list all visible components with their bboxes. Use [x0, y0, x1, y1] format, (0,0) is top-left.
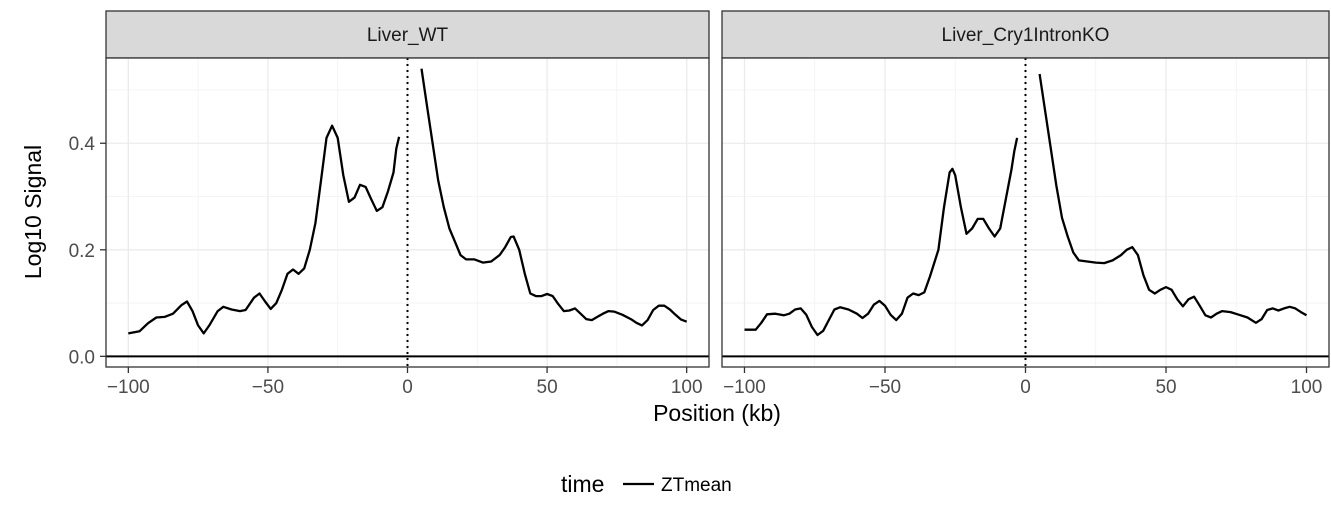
panel-title-liver-wt: Liver_WT — [367, 25, 449, 46]
panel-strip-liver-cry1intronko — [721, 10, 1330, 59]
legend: time ZTmean — [561, 471, 732, 497]
panel-liver-cry1intronko: Liver_Cry1IntronKO −100 −50 0 50 100 — [721, 10, 1330, 398]
series-line-ztmean-segment-2 — [420, 68, 688, 327]
x-tick-label: −100 — [723, 377, 766, 398]
panel-title-liver-cry1intronko: Liver_Cry1IntronKO — [942, 25, 1110, 46]
x-tick-label: −100 — [107, 377, 150, 398]
y-tick-label: 0.4 — [69, 134, 96, 155]
x-tick-label: 100 — [1291, 377, 1323, 398]
x-tick-label: 50 — [1155, 377, 1176, 398]
x-axis-ticks-liver-cry1intronko: −100 −50 0 50 100 — [723, 367, 1322, 398]
x-tick-label: −50 — [869, 377, 901, 398]
y-axis-ticks: 0.0 0.2 0.4 — [69, 134, 106, 368]
x-tick-label: −50 — [252, 377, 284, 398]
panel-grid-liver-cry1intronko — [722, 58, 1329, 367]
x-tick-label: 100 — [671, 377, 703, 398]
x-axis-title: Position (kb) — [653, 400, 781, 426]
y-tick-label: 0.2 — [69, 241, 95, 262]
x-tick-label: 50 — [537, 377, 558, 398]
series-line-ztmean-segment-1 — [744, 137, 1019, 337]
panel-series-liver-wt — [128, 68, 688, 335]
legend-label-ztmean: ZTmean — [661, 475, 732, 496]
panel-liver-wt: Liver_WT −100 −50 0 50 100 — [105, 10, 710, 398]
series-line-ztmean-segment-1 — [128, 124, 401, 335]
legend-title: time — [561, 471, 604, 497]
y-axis-title: Log10 Signal — [20, 145, 46, 279]
panel-grid-liver-wt — [106, 58, 709, 367]
panel-series-liver-cry1intronko — [744, 73, 1308, 337]
y-tick-label: 0.0 — [69, 347, 95, 368]
x-tick-label: 0 — [402, 377, 413, 398]
x-tick-label: 0 — [1020, 377, 1031, 398]
series-line-ztmean-segment-2 — [1038, 73, 1308, 324]
x-axis-ticks-liver-wt: −100 −50 0 50 100 — [107, 367, 703, 398]
panel-strip-liver-wt — [105, 10, 710, 59]
